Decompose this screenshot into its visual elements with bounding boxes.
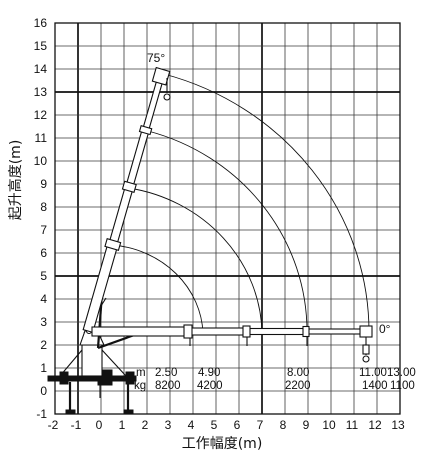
outrigger-pad-left <box>65 409 76 415</box>
x-tick-label: 12 <box>368 418 382 432</box>
boom-joint <box>183 324 193 339</box>
hook-75 <box>163 93 171 101</box>
boom-joint <box>302 325 310 338</box>
x-tick-label: 2 <box>142 418 149 432</box>
x-tick-label: 3 <box>165 418 172 432</box>
x-tick-label: 13 <box>391 418 405 432</box>
y-tick-label: 1 <box>40 361 47 375</box>
crane-column <box>81 344 103 377</box>
boom-joint <box>242 325 251 338</box>
brace-right <box>101 349 127 377</box>
boom-section-2 <box>108 183 135 247</box>
y-tick-label: 12 <box>34 108 48 122</box>
chassis-block-right <box>125 371 135 385</box>
brace-left <box>59 349 83 377</box>
x-tick-label: 5 <box>211 418 218 432</box>
load-value: 1100 <box>390 380 415 392</box>
range-arc-second <box>128 187 263 334</box>
radius-value: 4.90 <box>198 367 220 379</box>
x-tick-labels: -2 -1 0 1 2 3 4 5 6 7 8 9 10 11 12 13 <box>48 418 405 432</box>
boom-75 <box>82 66 171 334</box>
boom-head <box>151 66 171 86</box>
y-tick-label: 4 <box>40 292 47 306</box>
load-value: 4200 <box>197 380 223 392</box>
y-tick-label: 0 <box>40 384 47 398</box>
grid <box>54 22 401 415</box>
y-tick-label: 5 <box>40 269 47 283</box>
x-tick-label: 1 <box>119 418 126 432</box>
load-value: 8200 <box>155 380 181 392</box>
x-tick-label: 4 <box>188 418 195 432</box>
boom-section-4 <box>305 328 363 335</box>
hook-block-0 <box>362 344 370 355</box>
radius-value: 2.50 <box>155 367 177 379</box>
x-tick-label: 11 <box>346 418 359 432</box>
radius-value: 11.00 <box>359 367 387 379</box>
boom-head <box>359 325 373 338</box>
boom-joint <box>138 125 153 136</box>
load-table: m 2.50 4.90 8.00 11.00 13.00 kg 8200 420… <box>134 367 416 392</box>
boom-section-3 <box>245 327 307 336</box>
load-value: 2200 <box>285 380 311 392</box>
y-tick-label: 2 <box>40 338 47 352</box>
outrigger-pad-right <box>123 409 134 415</box>
load-unit: kg <box>134 380 146 392</box>
y-tick-label: 7 <box>40 223 47 237</box>
hook-0 <box>362 355 370 363</box>
y-axis-title: 起升高度(m) <box>7 140 24 221</box>
y-tick-label: 11 <box>35 131 48 145</box>
x-tick-label: 10 <box>322 418 336 432</box>
boom-angle-max-label: 75° <box>147 51 165 65</box>
y-tick-label: 14 <box>34 62 48 76</box>
boom-section-2 <box>187 327 247 336</box>
x-axis-title: 工作幅度(m) <box>182 436 263 452</box>
x-tick-label: 0 <box>96 418 103 432</box>
range-arc-third <box>147 130 308 334</box>
plot-frame <box>54 22 401 415</box>
boom-section-4 <box>141 75 165 133</box>
boom-section-1 <box>91 326 189 337</box>
range-arc-outer <box>163 73 370 334</box>
x-tick-label: -2 <box>48 418 59 432</box>
x-tick-label: 6 <box>234 418 241 432</box>
y-tick-label: -1 <box>36 407 47 421</box>
radius-value: 13.00 <box>387 367 416 379</box>
x-tick-label: 8 <box>280 418 287 432</box>
x-tick-label: 9 <box>303 418 310 432</box>
y-tick-label: 16 <box>34 16 48 30</box>
y-tick-label: 10 <box>34 154 48 168</box>
boom-0 <box>91 324 373 363</box>
boom-joint <box>121 180 137 193</box>
crane-base <box>47 327 137 415</box>
boom-joint <box>104 238 122 251</box>
boom-angle-min-label: 0° <box>379 322 391 336</box>
y-tick-label: 3 <box>40 315 47 329</box>
y-tick-label: 9 <box>40 177 47 191</box>
boom-section-3 <box>125 127 150 189</box>
x-tick-label: -1 <box>71 418 82 432</box>
radius-value: 8.00 <box>287 367 309 379</box>
y-tick-label: 13 <box>34 85 48 99</box>
x-tick-label: 7 <box>257 418 264 432</box>
y-tick-label: 15 <box>34 39 48 53</box>
range-arc-inner <box>112 244 204 334</box>
load-value: 1400 <box>362 380 388 392</box>
y-tick-label: 6 <box>40 246 47 260</box>
y-tick-label: 8 <box>40 200 47 214</box>
radius-unit: m <box>136 367 146 379</box>
